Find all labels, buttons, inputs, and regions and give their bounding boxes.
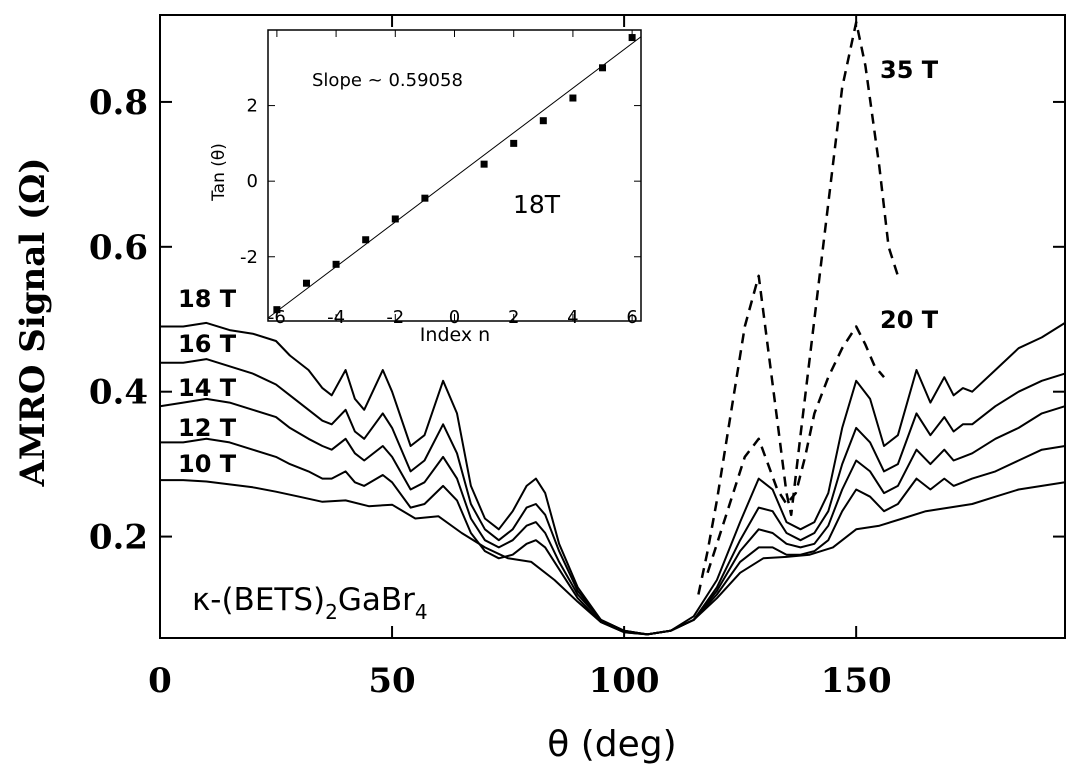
inset-fit-line	[267, 36, 642, 319]
inset-x-tick-label: -2	[386, 307, 404, 328]
inset-slope-text: Slope ~ 0.59058	[312, 70, 463, 91]
x-tick-label: 100	[589, 661, 660, 701]
inset-data-point	[569, 94, 577, 102]
compound-mid: GaBr	[338, 582, 415, 618]
inset-y-tick-label: -2	[240, 247, 258, 268]
x-tick-label: 0	[148, 661, 172, 701]
series-line-20t	[706, 325, 885, 574]
inset-data-point	[599, 64, 607, 72]
inset-data-point	[391, 215, 399, 223]
inset-x-tick-label: 0	[449, 307, 460, 328]
compound-prefix: κ-(BETS)	[192, 582, 325, 618]
inset-x-tick-label: 2	[508, 307, 519, 328]
inset-data-point	[273, 306, 281, 314]
x-axis-label: θ (deg)	[547, 724, 676, 765]
inset-field-label: 18T	[513, 190, 561, 219]
compound-label: κ-(BETS)2GaBr4	[192, 582, 428, 624]
inset-data-point	[539, 117, 547, 125]
series-line-12t	[160, 437, 1066, 636]
y-tick-label: 0.8	[89, 83, 148, 123]
series-line-16t	[160, 358, 1066, 636]
inset-x-tick-label: -4	[327, 307, 345, 328]
series-label-18t: 18 T	[178, 285, 237, 313]
series-line-10t	[160, 479, 1066, 636]
inset-y-tick-label: 2	[247, 96, 258, 117]
series-line-35t	[697, 20, 900, 595]
y-axis-label: AMRO Signal (Ω)	[13, 158, 53, 488]
series-line-18t	[160, 321, 1066, 636]
y-tick-label: 0.4	[89, 373, 148, 413]
inset-x-tick-label: -6	[268, 307, 286, 328]
inset-data-point	[510, 139, 518, 147]
inset-x-tick-label: 6	[626, 307, 637, 328]
annotation-20t: 20 T	[880, 306, 939, 334]
main-series-group	[159, 20, 1066, 636]
main-plot: 0 50 100 150 0.2 0.4 0.6 0.8 θ (deg) AMRO Signa…	[13, 14, 1066, 765]
inset-data-point	[332, 260, 340, 268]
series-line-14t	[159, 397, 1066, 636]
inset-data-point	[480, 160, 488, 168]
series-label-10t: 10 T	[178, 450, 237, 478]
y-tick-label: 0.2	[89, 518, 148, 558]
inset-data-point	[302, 279, 310, 287]
compound-sub1: 2	[325, 600, 338, 624]
series-label-12t: 12 T	[178, 414, 237, 442]
inset-data-point	[362, 236, 370, 244]
inset-background	[268, 30, 641, 321]
inset-x-tick-label: 4	[567, 307, 578, 328]
series-label-16t: 16 T	[178, 330, 237, 358]
inset-ticks: -6 -4 -2 0 2 4 6 -2 0 2	[240, 30, 641, 328]
inset-points	[273, 34, 636, 314]
x-tick-label: 50	[368, 661, 415, 701]
inset-y-axis-label: Tan (θ)	[209, 143, 229, 202]
y-tick-label: 0.6	[89, 228, 148, 268]
inset-y-tick-label: 0	[247, 171, 258, 192]
inset-data-point	[628, 34, 636, 42]
annotation-35t: 35 T	[880, 56, 939, 84]
inset-x-axis-label: Index n	[420, 324, 490, 346]
inset-plot: -6 -4 -2 0 2 4 6 -2 0 2 Index n Tan (θ) Slope ~ 0…	[209, 29, 642, 346]
compound-sub2: 4	[415, 600, 428, 624]
main-ticks: 0 50 100 150 0.2 0.4 0.6 0.8	[89, 15, 1065, 701]
series-label-14t: 14 T	[178, 374, 237, 402]
x-tick-label: 150	[821, 661, 892, 701]
inset-data-point	[421, 194, 429, 202]
